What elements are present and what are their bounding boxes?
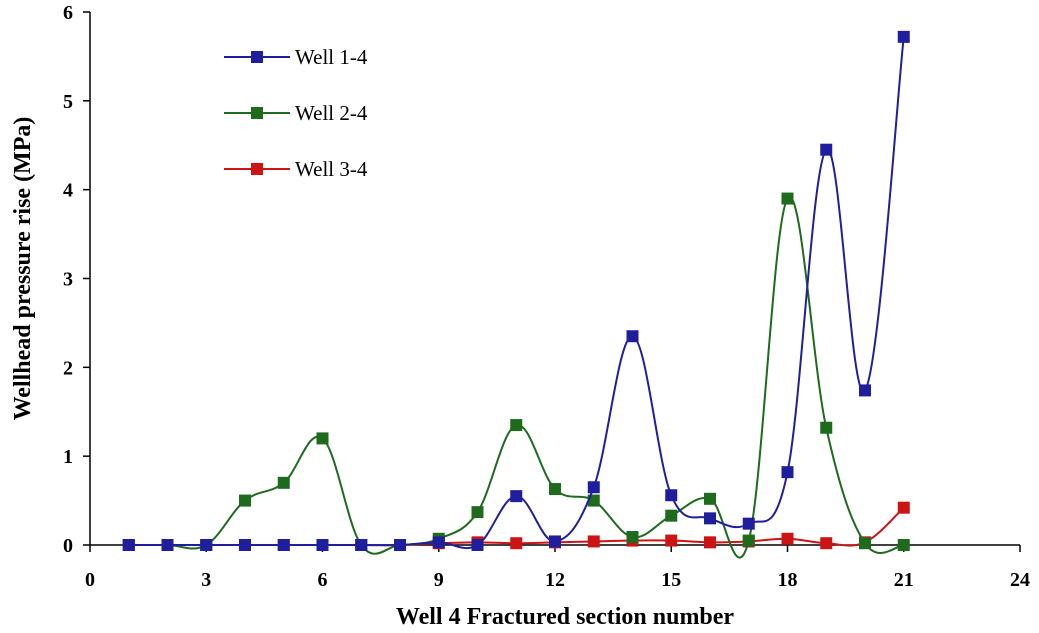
data-point [704,512,716,525]
x-tick-label: 6 [318,569,328,591]
data-point [239,494,251,507]
data-point [277,539,290,551]
data-point [859,537,871,550]
data-point [432,536,445,549]
data-point [587,481,600,494]
x-tick-label: 12 [545,569,565,591]
data-point [471,506,484,519]
y-tick-label: 0 [63,535,73,557]
y-tick-label: 1 [63,446,73,468]
data-point [626,330,639,343]
data-point [820,537,833,550]
y-tick-label: 6 [63,2,73,24]
data-point [626,531,639,544]
data-point [704,492,716,505]
data-point [897,30,910,43]
x-tick-label: 21 [894,569,914,591]
data-point [510,490,523,503]
legend-entry-2: Well 2-4 [224,101,368,125]
series-layer [122,30,910,559]
y-tick-label: 2 [63,357,73,379]
data-point [781,192,794,205]
legend-label: Well 3-4 [295,157,368,181]
data-point [122,539,135,551]
x-tick-label: 24 [1010,569,1030,591]
data-point [820,421,833,434]
x-axis-title: Well 4 Fractured section number [396,604,735,630]
data-point [665,489,678,502]
data-point [665,534,678,547]
data-point [510,419,523,432]
series-1 [122,30,910,551]
data-point [549,535,561,548]
data-point [316,432,329,445]
data-point [859,384,871,397]
x-tick-label: 9 [434,569,444,591]
legend-label: Well 2-4 [295,101,368,125]
data-point [742,534,755,547]
x-tick-label: 15 [661,569,681,591]
x-tick-label: 18 [778,569,798,591]
data-point [549,483,561,496]
legend-marker [251,163,263,175]
x-tick-label: 0 [85,569,95,591]
data-point [239,539,251,551]
y-tick-label: 4 [63,180,73,202]
legend-marker [251,51,263,63]
data-point [742,517,755,530]
data-point [781,532,794,545]
data-point [200,539,213,551]
data-point [161,539,174,551]
data-point [316,539,329,551]
data-point [471,539,484,551]
data-point [704,536,716,549]
data-point [897,501,910,514]
data-point [277,476,290,489]
series-2 [122,192,910,559]
y-tick-label: 3 [63,269,73,291]
data-point [781,466,794,479]
legend-marker [251,107,263,119]
data-point [355,539,368,551]
data-point [665,509,678,522]
legend: Well 1-4 Well 2-4 Well 3-4 [224,45,368,181]
legend-label: Well 1-4 [295,45,368,69]
data-point [820,143,833,156]
data-point [510,537,523,550]
data-point [394,539,406,551]
legend-entry-1: Well 1-4 [224,45,368,69]
y-tick-label: 5 [63,91,73,113]
y-axis-title: Wellhead pressure rise (MPa) [10,117,36,421]
x-tick-label: 3 [201,569,211,591]
data-point [897,539,910,551]
legend-entry-3: Well 3-4 [224,157,368,181]
data-point [587,535,600,548]
